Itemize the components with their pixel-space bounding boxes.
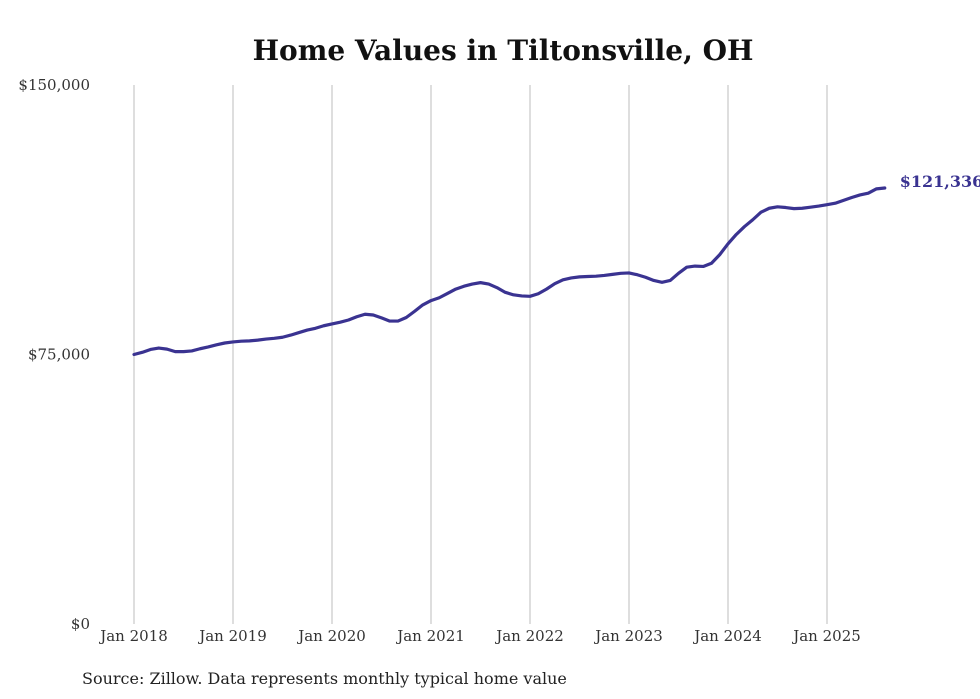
- chart-title: Home Values in Tiltonsville, OH: [253, 34, 754, 67]
- x-tick-label: Jan 2018: [98, 627, 168, 645]
- x-tick-label: Jan 2022: [494, 627, 564, 645]
- x-tick-label: Jan 2025: [791, 627, 861, 645]
- vertical-gridlines: [133, 85, 828, 624]
- series-layer: $121,336: [132, 172, 980, 357]
- series-line-home-value: [132, 186, 887, 357]
- x-tick-label: Jan 2021: [395, 627, 465, 645]
- y-axis-tick-labels: $0 $75,000 $150,000: [18, 76, 90, 633]
- x-tick-label: Jan 2024: [692, 627, 762, 645]
- x-tick-label: Jan 2019: [197, 627, 267, 645]
- source-note: Source: Zillow. Data represents monthly …: [82, 669, 567, 688]
- series-end-value-label: $121,336: [900, 172, 980, 191]
- y-tick-label: $75,000: [28, 346, 90, 364]
- x-axis-tick-labels: Jan 2018 Jan 2019 Jan 2020 Jan 2021 Jan 2022…: [98, 627, 861, 645]
- x-tick-label: Jan 2023: [593, 627, 663, 645]
- y-tick-label: $0: [71, 615, 90, 633]
- x-tick-label: Jan 2020: [296, 627, 366, 645]
- y-tick-label: $150,000: [18, 76, 90, 94]
